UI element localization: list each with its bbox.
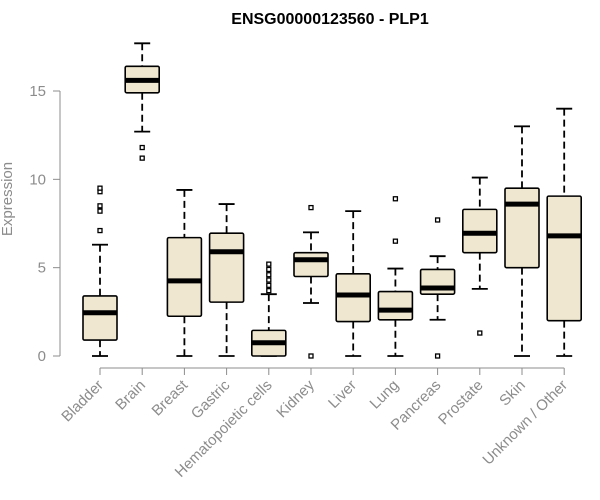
y-tick-label: 15 [29, 83, 46, 100]
outlier-point [97, 185, 103, 191]
outlier-point [139, 155, 145, 161]
y-axis-label: Expression [0, 162, 16, 236]
box-skin [504, 125, 540, 357]
outlier-point [97, 208, 103, 214]
outlier-point [477, 330, 483, 336]
iqr-box [166, 236, 203, 318]
outlier-point [266, 272, 272, 278]
iqr-box [208, 232, 245, 303]
y-tick-label: 0 [38, 348, 46, 365]
box-pancreas [419, 217, 456, 359]
x-tick-label: Bladder [58, 377, 107, 426]
box-liver [335, 210, 372, 357]
outlier-point [266, 266, 272, 273]
x-tick-label: Skin [496, 377, 529, 410]
x-tick-label: Prostate [435, 377, 487, 429]
iqr-box [293, 251, 329, 278]
chart-title: ENSG00000123560 - PLP1 [231, 11, 429, 28]
y-tick-label: 10 [29, 171, 46, 188]
outlier-point [434, 353, 441, 359]
outlier-point [139, 144, 145, 151]
box-brain [124, 42, 160, 161]
outlier-point [266, 287, 272, 294]
outlier-point [266, 277, 272, 283]
outlier-point [97, 227, 103, 234]
iqr-box [335, 273, 372, 323]
box-group [82, 42, 583, 359]
outlier-point [392, 196, 399, 202]
box-unknown-other [546, 107, 583, 357]
iqr-box [504, 187, 540, 269]
iqr-box [377, 290, 414, 321]
box-breast [166, 189, 203, 357]
x-tick-label: Kidney [273, 376, 318, 421]
outlier-point [266, 261, 272, 267]
y-tick-label: 5 [38, 260, 46, 277]
iqr-box [82, 295, 118, 341]
outlier-point [308, 204, 314, 211]
outlier-point [434, 217, 441, 223]
box-prostate [461, 176, 498, 336]
box-hematopoietic-cells [251, 261, 287, 357]
box-kidney [293, 204, 329, 359]
x-tick-label: Liver [325, 377, 360, 412]
outlier-point [266, 282, 272, 288]
y-axis: 0 5 10 15 [29, 83, 61, 365]
box-bladder [82, 185, 118, 357]
x-tick-label: Brain [112, 377, 149, 414]
outlier-point [97, 203, 103, 209]
box-gastric [208, 203, 245, 357]
box-lung [377, 196, 414, 357]
outlier-point [308, 353, 314, 359]
outlier-point [392, 238, 399, 244]
iqr-box [546, 195, 583, 322]
x-tick-label: Breast [149, 376, 192, 419]
x-tick-label: Lung [367, 377, 403, 413]
